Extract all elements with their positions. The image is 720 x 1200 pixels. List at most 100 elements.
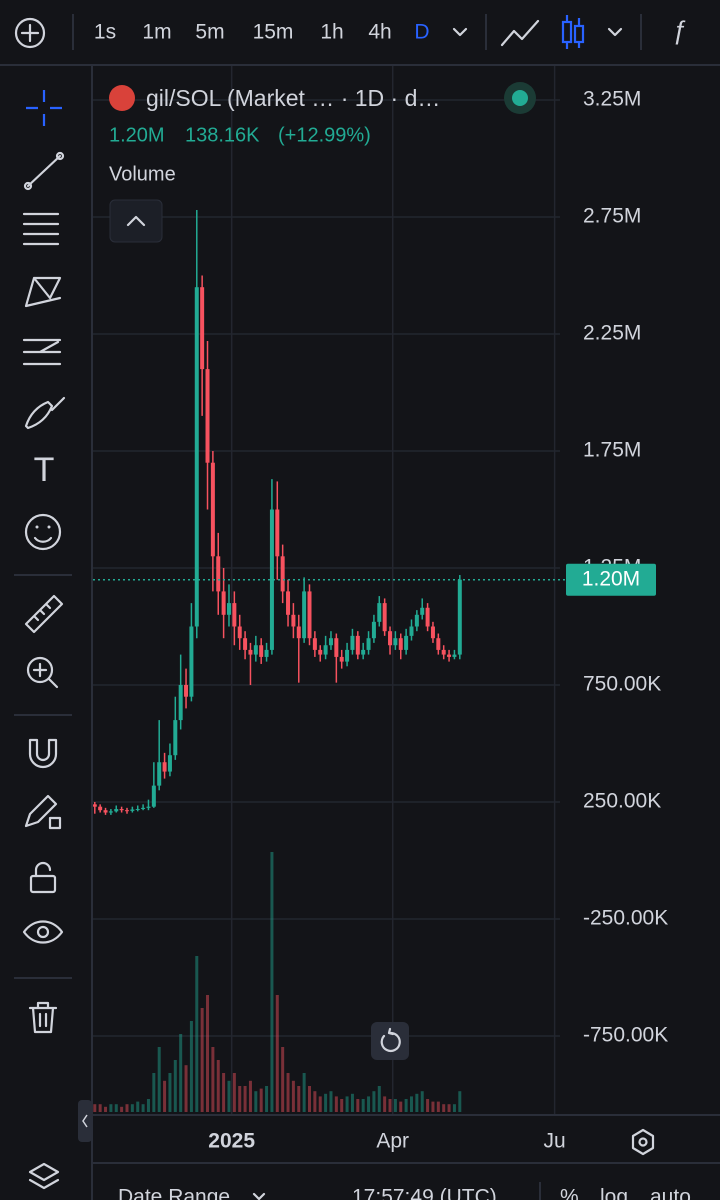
candle-body	[420, 607, 425, 615]
last-price-tag	[566, 563, 656, 596]
lock-drawings[interactable]	[24, 794, 62, 830]
volume-bar	[350, 1093, 354, 1112]
interval-button[interactable]: 1m	[142, 21, 171, 44]
volume-bar	[152, 1073, 156, 1112]
candle-body	[162, 762, 167, 772]
y-tick-label: -750.00K	[583, 1024, 668, 1047]
volume-bar	[420, 1091, 424, 1112]
layers-button[interactable]	[28, 1162, 60, 1190]
emoji-tool[interactable]	[24, 513, 62, 551]
prediction-tool[interactable]	[22, 338, 62, 366]
candle-body	[189, 626, 194, 697]
volume-bar	[238, 1086, 242, 1112]
y-tick-label: 3.25M	[583, 88, 641, 111]
volume-bar	[141, 1104, 145, 1112]
pattern-tool[interactable]	[24, 276, 62, 308]
y-tick-label: 2.75M	[583, 205, 641, 228]
magnet-tool[interactable]	[28, 738, 58, 769]
volume-bar	[189, 1021, 193, 1112]
symbol-title: gil/SOL (Market … · 1D · d…	[146, 85, 440, 111]
volume-bar	[404, 1099, 408, 1112]
volume-bar	[383, 1096, 387, 1112]
settings-button[interactable]	[631, 1128, 655, 1156]
interval-button[interactable]: 15m	[253, 21, 294, 44]
token-avatar	[109, 85, 135, 111]
volume-bar	[345, 1096, 349, 1112]
interval-button[interactable]: D	[414, 21, 429, 44]
line-chart-button[interactable]	[500, 19, 540, 47]
candle-body	[119, 809, 124, 811]
interval-button[interactable]: 4h	[368, 21, 391, 44]
volume-bar	[308, 1086, 312, 1112]
percent-toggle[interactable]: %	[560, 1186, 579, 1200]
volume-bar	[243, 1086, 247, 1112]
log-toggle[interactable]: log	[600, 1186, 628, 1200]
volume-bar	[313, 1091, 317, 1112]
candle-body	[157, 762, 162, 786]
brush-tool[interactable]	[24, 396, 66, 430]
lock-tool[interactable]	[29, 861, 57, 894]
volume-bar	[259, 1088, 263, 1112]
indicators-button[interactable]: ƒ	[672, 15, 686, 45]
delete-tool[interactable]	[28, 1001, 58, 1034]
chart-type-dropdown[interactable]	[607, 27, 623, 37]
footer-bar: Date Range 17:57:49 (UTC) % log auto	[118, 1182, 691, 1200]
zoom-tool[interactable]	[26, 656, 59, 689]
fib-tool[interactable]	[22, 212, 60, 246]
volume-bar	[318, 1096, 322, 1112]
candle-body	[275, 509, 280, 557]
volume-bar	[179, 1034, 183, 1112]
candle-body	[280, 556, 285, 592]
candle-chart-button[interactable]	[561, 15, 585, 49]
date-range-button[interactable]: Date Range	[118, 1186, 230, 1200]
candle-body	[146, 806, 151, 808]
add-button[interactable]	[14, 17, 46, 49]
x-tick-label: Apr	[376, 1130, 409, 1153]
volume-bar	[184, 1065, 188, 1112]
candle-body	[436, 638, 441, 650]
trend-line-tool[interactable]	[23, 151, 65, 191]
candle-body	[108, 811, 113, 813]
text-tool[interactable]: T	[34, 451, 55, 489]
interval-button[interactable]: 1h	[320, 21, 343, 44]
volume-bar	[334, 1096, 338, 1112]
y-tick-label: -250.00K	[583, 907, 668, 930]
interval-dropdown[interactable]	[452, 27, 468, 37]
volume-bar	[200, 1008, 204, 1112]
crosshair-tool[interactable]	[26, 90, 62, 126]
y-tick-label: 1.75M	[583, 439, 641, 462]
candles	[92, 209, 462, 815]
candle-body	[253, 645, 258, 655]
collapse-legend[interactable]	[109, 199, 163, 243]
reset-button[interactable]	[371, 1022, 409, 1060]
interval-button[interactable]: 5m	[195, 21, 224, 44]
candle-body	[312, 638, 317, 650]
candle-body	[226, 603, 231, 615]
interval-button[interactable]: 1s	[94, 21, 116, 44]
candle-body	[216, 556, 221, 592]
auto-toggle[interactable]: auto	[650, 1186, 691, 1200]
candle-body	[151, 785, 156, 807]
volume-bar	[232, 1073, 236, 1112]
volume-value: 1.20M	[109, 124, 165, 146]
candle-body	[398, 638, 403, 650]
volume-bar	[409, 1096, 413, 1112]
volume-bar	[431, 1101, 435, 1112]
candle-body	[366, 638, 371, 650]
volume-bar	[458, 1091, 462, 1112]
last-price-label: 1.20M	[582, 567, 640, 590]
candle-body	[194, 287, 199, 627]
volume-bar	[286, 1073, 290, 1112]
candle-body	[377, 603, 382, 622]
visibility-tool[interactable]	[22, 920, 64, 944]
candle-body	[167, 755, 172, 772]
candle-body	[350, 635, 355, 650]
candle-body	[296, 626, 301, 639]
candle-body	[430, 626, 435, 639]
collapse-handle[interactable]	[78, 1100, 92, 1142]
candle-body	[291, 614, 296, 627]
measure-tool[interactable]	[24, 594, 64, 634]
volume-bar	[120, 1106, 124, 1112]
candle-body	[221, 591, 226, 615]
